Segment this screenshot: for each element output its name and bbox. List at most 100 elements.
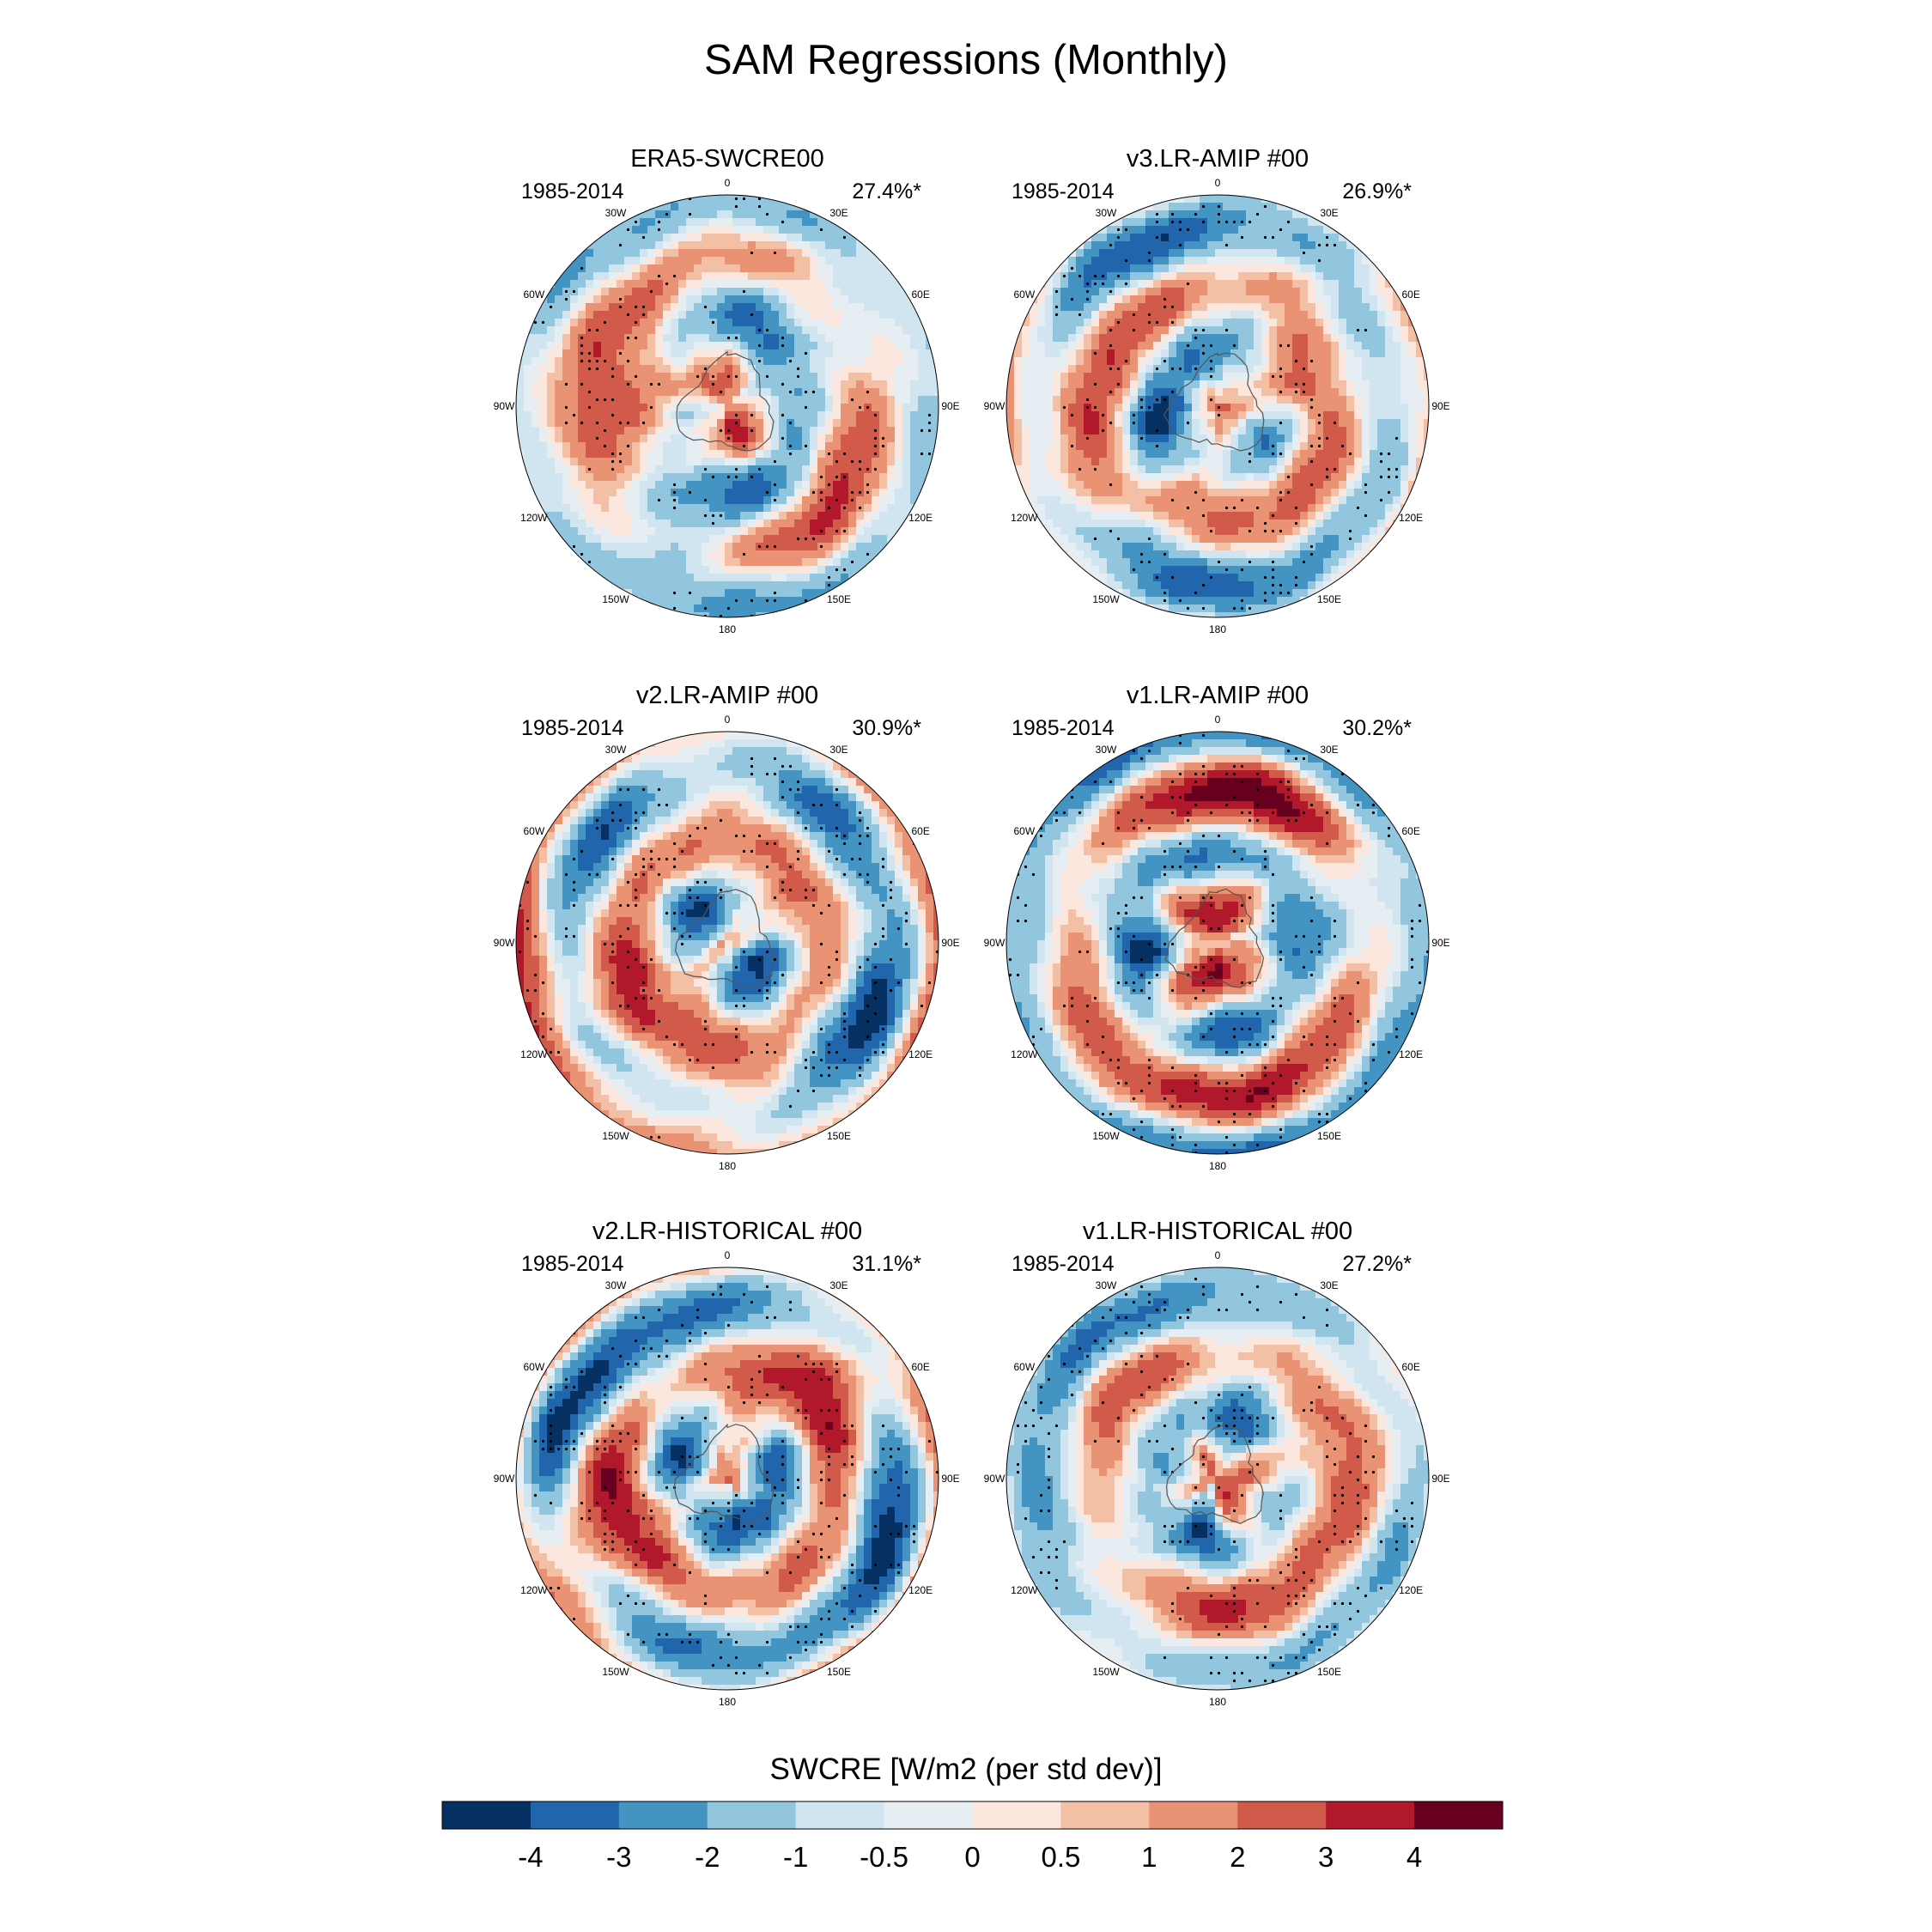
colorbar-tick-label: -2 (695, 1841, 720, 1873)
panel-title: v2.LR-HISTORICAL #00 (592, 1218, 862, 1245)
longitude-label: 180 (1209, 623, 1226, 635)
longitude-label: 0 (1215, 1249, 1221, 1261)
panel-title: v3.LR-AMIP #00 (1127, 145, 1309, 173)
map-field (1006, 195, 1429, 617)
colorbar-labels: -4 -3 -2 -1 -0.5 0 0.5 1 2 3 4 (518, 1841, 1422, 1873)
colorbar-boxes (441, 1801, 1504, 1830)
panel-period: 1985-2014 (521, 1252, 624, 1276)
longitude-label: 120E (1399, 512, 1423, 524)
longitude-label: 90E (1431, 937, 1449, 949)
antarctica-coastline (1164, 888, 1265, 988)
longitude-label: 60W (1013, 1361, 1035, 1373)
longitude-label: 120W (1011, 1048, 1038, 1060)
colorbar: SWCRE [W/m2 (per std dev)] -4 -3 -2 -1 -0.5 0… (441, 1753, 1504, 1873)
longitude-label: 90W (984, 400, 1005, 412)
panel-period: 1985-2014 (521, 716, 624, 740)
longitude-label: 150E (1317, 1666, 1341, 1678)
longitude-label: 90E (941, 937, 959, 949)
colorbar-box (1326, 1801, 1415, 1829)
map-boundary (1005, 731, 1430, 1155)
longitude-label: 90E (1431, 1473, 1449, 1485)
longitude-label: 30E (1320, 207, 1338, 219)
longitude-label: 90W (494, 1473, 515, 1485)
colorbar-box (1237, 1801, 1327, 1829)
longitude-label: 90W (984, 937, 1005, 949)
longitude-label: 150E (827, 1666, 851, 1678)
longitude-label: 90W (494, 400, 515, 412)
longitude-label: 180 (1209, 1696, 1226, 1708)
colorbar-tick-label: -3 (606, 1841, 631, 1873)
longitude-label: 0 (725, 1249, 731, 1261)
panel-variance: 31.1%* (852, 1252, 921, 1276)
map-panel: 0 30E 60E 90E 120E 150E 180 150W 120W 90W 60W 30W v2… (494, 1218, 960, 1708)
colorbar-tick-label: -1 (783, 1841, 808, 1873)
colorbar-tick-label: 2 (1230, 1841, 1245, 1873)
longitude-label: 150W (602, 1130, 629, 1142)
longitude-label: 30W (1096, 744, 1117, 756)
longitude-label: 30W (605, 207, 627, 219)
panel-variance: 27.4%* (852, 179, 921, 204)
map-field (516, 195, 939, 617)
longitude-label: 120E (908, 512, 933, 524)
colorbar-box (884, 1801, 973, 1829)
longitude-label: 150E (827, 593, 851, 605)
map-field (516, 732, 939, 1154)
colorbar-box (707, 1801, 797, 1829)
longitude-label: 120W (520, 1584, 548, 1596)
colorbar-box (442, 1801, 532, 1829)
map-boundary (515, 194, 939, 618)
longitude-label: 150W (1092, 593, 1120, 605)
map-panel: 0 30E 60E 90E 120E 150E 180 150W 120W 90W 60W 30W v3… (984, 145, 1450, 635)
figure-title: SAM Regressions (Monthly) (704, 37, 1228, 83)
panel-period: 1985-2014 (1012, 716, 1115, 740)
longitude-label: 60W (523, 1361, 544, 1373)
longitude-label: 150W (602, 1666, 629, 1678)
colorbar-tick-label: -4 (518, 1841, 543, 1873)
longitude-label: 90W (494, 937, 515, 949)
colorbar-tick-label: 0.5 (1041, 1841, 1080, 1873)
longitude-label: 90E (941, 1473, 959, 1485)
longitude-label: 180 (719, 623, 736, 635)
longitude-label: 150W (1092, 1666, 1120, 1678)
panel-period: 1985-2014 (1012, 1252, 1115, 1276)
longitude-label: 0 (1215, 177, 1221, 189)
colorbar-box (618, 1801, 708, 1829)
longitude-label: 30E (1320, 744, 1338, 756)
longitude-label: 120W (520, 1048, 548, 1060)
longitude-label: 180 (1209, 1160, 1226, 1172)
longitude-label: 30W (1096, 207, 1117, 219)
longitude-label: 120E (1399, 1584, 1423, 1596)
longitude-label: 0 (1215, 714, 1221, 726)
longitude-label: 150W (602, 593, 629, 605)
panel-variance: 30.9%* (852, 716, 921, 740)
colorbar-box (1414, 1801, 1504, 1829)
longitude-label: 30E (1320, 1279, 1338, 1291)
antarctica-coastline (1165, 1423, 1264, 1524)
longitude-label: 120E (908, 1048, 933, 1060)
map-panel: 0 30E 60E 90E 120E 150E 180 150W 120W 90W 60W 30W v1… (984, 1218, 1450, 1708)
longitude-label: 120E (1399, 1048, 1423, 1060)
map-panel: 0 30E 60E 90E 120E 150E 180 150W 120W 90W 60W 30W v2… (494, 682, 960, 1172)
longitude-label: 180 (719, 1160, 736, 1172)
longitude-label: 60W (523, 289, 544, 301)
longitude-label: 60E (911, 825, 929, 837)
longitude-label: 60W (1013, 825, 1035, 837)
longitude-label: 0 (725, 714, 731, 726)
longitude-label: 150E (1317, 593, 1341, 605)
colorbar-tick-label: 3 (1318, 1841, 1334, 1873)
map-field (1006, 732, 1429, 1154)
colorbar-tick-label: 4 (1406, 1841, 1422, 1873)
longitude-label: 60E (1401, 825, 1419, 837)
longitude-label: 60E (911, 1361, 929, 1373)
colorbar-title: SWCRE [W/m2 (per std dev)] (769, 1753, 1162, 1786)
longitude-label: 60W (523, 825, 544, 837)
map-panel: 0 30E 60E 90E 120E 150E 180 150W 120W 90W 60W 30W ER… (494, 145, 960, 635)
map-panels: 0 30E 60E 90E 120E 150E 180 150W 120W 90W 60W 30W ER… (494, 145, 1450, 1708)
colorbar-box (795, 1801, 885, 1829)
longitude-label: 120E (908, 1584, 933, 1596)
colorbar-tick-label: 1 (1141, 1841, 1157, 1873)
antarctica-coastline (673, 1423, 775, 1524)
longitude-label: 180 (719, 1696, 736, 1708)
longitude-label: 30W (605, 744, 627, 756)
